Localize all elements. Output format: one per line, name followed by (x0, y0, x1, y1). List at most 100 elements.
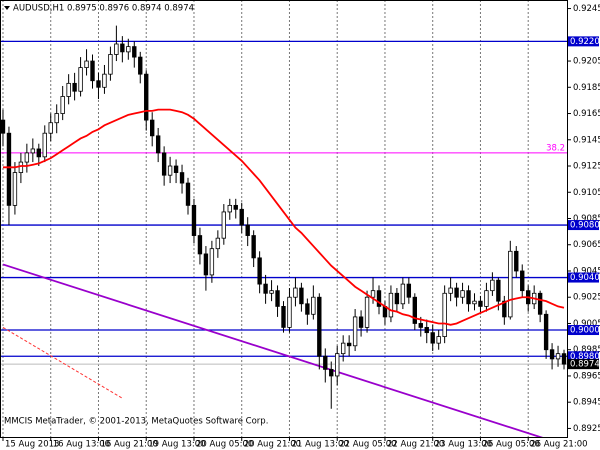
candle-body (555, 353, 561, 360)
plot-area: 38.2 (0, 0, 567, 437)
candle-body (484, 290, 489, 307)
x-tick-label: 19 Aug 13:00 (148, 440, 205, 450)
level-label: 0.9080 (570, 221, 600, 231)
y-tick-label: 0.9185 (573, 83, 600, 93)
candle-body (520, 270, 525, 292)
candle-body (179, 172, 185, 184)
candle-body (275, 290, 280, 307)
level-label: 0.9000 (570, 326, 600, 336)
candle-body (412, 296, 417, 324)
y-tick-label: 0.9245 (573, 4, 600, 14)
x-tick-label: 16 Aug 13:00 (53, 440, 110, 450)
candle-body (6, 132, 12, 206)
x-tick-label: 26 Aug 05:00 (482, 440, 539, 450)
candle-body (245, 224, 250, 236)
current-price-label: 0.8974 (570, 360, 600, 370)
candle-body (305, 303, 310, 315)
x-tick-label: 15 Aug 2013 (5, 440, 59, 450)
candle-body (537, 292, 543, 315)
candle-body (376, 290, 382, 307)
candle-body (96, 80, 101, 88)
level-label: 0.9220 (570, 37, 600, 47)
candle-body (0, 119, 6, 134)
candle-body (311, 296, 316, 315)
level-label-box (568, 220, 599, 231)
x-tick-label: 22 Aug 05:00 (339, 440, 396, 450)
level-label-box (568, 325, 599, 336)
trendline (2, 326, 123, 399)
y-tick-label: 0.9065 (573, 240, 600, 250)
candle-body (114, 43, 119, 55)
x-tick-label: 16 Aug 21:00 (100, 440, 157, 450)
menu-arrow[interactable] (4, 6, 10, 10)
y-tick-label: 0.8985 (573, 345, 600, 355)
y-tick-label: 0.9005 (573, 319, 600, 329)
candle-body (543, 313, 549, 351)
candle-body (78, 67, 83, 92)
candle-body (161, 152, 167, 176)
candle-body (239, 208, 244, 226)
candle-body (400, 283, 406, 305)
candle-body (329, 368, 334, 377)
candle-body (155, 135, 161, 154)
candle-body (48, 122, 53, 134)
candle-body (561, 353, 567, 365)
y-tick-label: 0.9105 (573, 188, 600, 198)
candle-body (144, 73, 149, 121)
footer: MMCIS MetaTrader, © 2001-2013, MetaQuote… (4, 417, 268, 427)
candle-body (424, 327, 429, 334)
candle-body (352, 316, 358, 347)
candle-body (323, 355, 328, 370)
candle-body (120, 43, 125, 53)
candle-body (346, 342, 352, 347)
candle-body (317, 296, 322, 357)
candle-body (490, 279, 495, 292)
candle-body (454, 287, 459, 298)
candle-body (30, 148, 36, 154)
moving-average (2, 108, 565, 326)
y-tick-label: 0.8925 (573, 424, 600, 434)
candle-body (508, 250, 513, 318)
candle-body (72, 82, 77, 92)
y-tick-label: 0.9045 (573, 266, 600, 276)
candle-body (418, 323, 423, 328)
level-label-box (568, 272, 599, 283)
candle-body (60, 96, 65, 114)
candle-body (394, 292, 400, 305)
x-tick-label: 22 Aug 21:00 (387, 440, 444, 450)
candle-body (66, 82, 71, 97)
y-tick-label: 0.9085 (573, 214, 600, 224)
candle-body (90, 60, 95, 82)
candle-body (460, 290, 465, 298)
candle-body (514, 250, 519, 272)
candle-body (263, 283, 268, 294)
candle-body (496, 279, 501, 302)
candle-body (191, 204, 197, 236)
candle-body (102, 73, 107, 88)
candle-body (406, 283, 412, 298)
candle-body (388, 292, 394, 318)
current-price-box (568, 359, 599, 370)
candle-body (370, 290, 376, 298)
candle-body (215, 237, 221, 250)
x-tick-label: 23 Aug 13:00 (435, 440, 492, 450)
candle-body (287, 296, 292, 328)
y-tick-label: 0.9025 (573, 293, 600, 303)
candle-body (12, 172, 18, 206)
candle-body (108, 54, 113, 75)
candle-body (299, 287, 304, 305)
candle-body (42, 132, 47, 158)
y-tick-label: 0.9145 (573, 135, 600, 145)
y-tick-label: 0.9165 (573, 109, 600, 119)
y-tick-label: 0.9205 (573, 57, 600, 67)
candle-body (358, 316, 364, 328)
candle-body (281, 306, 286, 328)
x-tick-label: 21 Aug 13:00 (291, 440, 348, 450)
candle-body (209, 248, 215, 276)
candle-body (36, 148, 41, 158)
level-label: 0.9040 (570, 273, 600, 283)
x-tick-label: 20 Aug 21:00 (244, 440, 301, 450)
candle-body (132, 46, 137, 58)
level-label-box (568, 351, 599, 362)
